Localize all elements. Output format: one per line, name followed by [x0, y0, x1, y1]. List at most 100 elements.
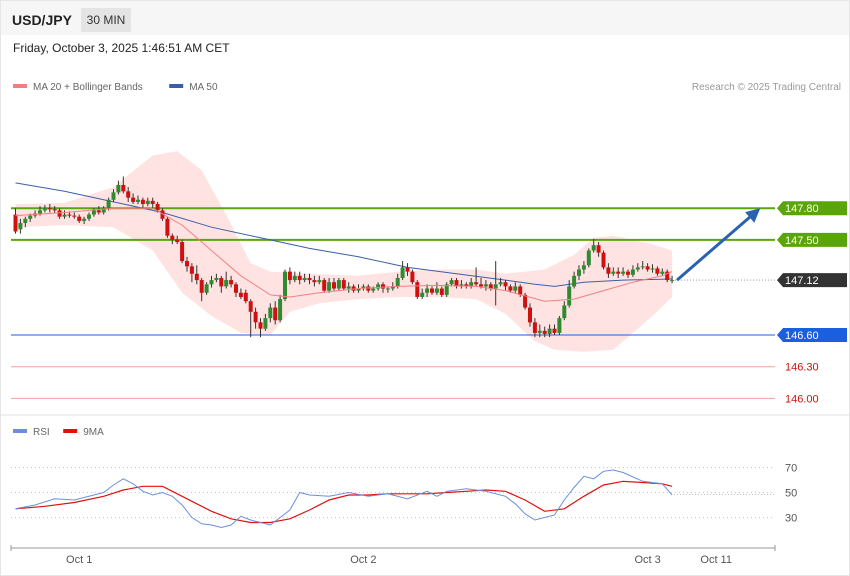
candle-body: [116, 184, 121, 193]
candle-body: [459, 284, 464, 287]
candle: [258, 318, 263, 338]
candle-body: [341, 280, 346, 289]
candle-body: [616, 271, 621, 274]
candle: [513, 282, 518, 293]
candle: [287, 267, 292, 285]
candle-body: [415, 282, 420, 297]
candle-body: [640, 266, 645, 268]
candle-body: [175, 239, 180, 243]
candle-body: [199, 280, 204, 293]
candle-body: [395, 277, 400, 287]
candle: [116, 180, 121, 195]
candle: [434, 282, 439, 295]
candle-body: [434, 288, 439, 293]
candle-body: [243, 292, 248, 302]
candle-body: [13, 214, 18, 232]
candle: [665, 269, 670, 283]
candle: [96, 206, 101, 215]
candle: [542, 326, 547, 338]
candle: [420, 288, 425, 300]
candle-body: [630, 269, 635, 275]
candle-body: [131, 197, 136, 202]
candle: [234, 282, 238, 297]
level-label-0: 147.80: [785, 203, 819, 215]
candle-body: [327, 282, 332, 291]
candle-body: [518, 286, 523, 295]
candle-body: [145, 200, 150, 204]
candle-body: [483, 284, 488, 287]
candle: [650, 264, 655, 273]
rsi-line: [15, 469, 673, 529]
level-tag-1: [777, 232, 847, 247]
candle: [532, 318, 537, 338]
candle: [449, 277, 454, 287]
candle-body: [283, 271, 287, 300]
candle: [131, 193, 136, 204]
candle-body: [165, 218, 170, 236]
candle-body: [356, 288, 361, 291]
candle: [57, 208, 62, 219]
level-tag-2: [777, 273, 847, 288]
candle: [13, 208, 18, 234]
candle-body: [214, 277, 219, 281]
candle: [140, 197, 145, 209]
candle-body: [312, 280, 317, 283]
candle-body: [28, 215, 33, 219]
candle-body: [371, 288, 376, 291]
candle-body: [224, 280, 229, 287]
level-label-2: 147.12: [785, 275, 819, 287]
candle-body: [273, 307, 278, 321]
candle-body: [454, 280, 459, 287]
candle-body: [528, 307, 532, 323]
candle-body: [62, 214, 67, 217]
candle-body: [474, 282, 479, 285]
rsi-tick-label-1: 50: [785, 488, 797, 500]
candle-body: [464, 284, 469, 287]
candle: [670, 275, 675, 284]
candle-body: [180, 242, 185, 262]
candle: [361, 284, 366, 291]
candle-body: [67, 214, 72, 216]
candle-body: [101, 208, 106, 213]
candle: [204, 282, 209, 295]
candle-body: [82, 218, 87, 221]
candle: [621, 267, 626, 276]
candle-body: [23, 218, 28, 224]
candle-body: [410, 271, 415, 283]
candle-body: [420, 292, 425, 297]
legend-label-0: MA 20 + Bollinger Bands: [33, 82, 143, 93]
candle-body: [234, 284, 238, 293]
chart-datetime: Friday, October 3, 2025 1:46:51 AM CET: [13, 41, 230, 55]
rsi-legend-swatch-0: [13, 429, 27, 433]
candle-body: [292, 275, 297, 281]
candle-body: [385, 288, 390, 290]
candle-body: [581, 265, 586, 270]
candle: [322, 277, 327, 293]
candle: [283, 269, 287, 302]
candle-body: [263, 318, 268, 329]
candle-body: [425, 288, 430, 293]
interval-button[interactable]: 30 MIN: [81, 8, 131, 32]
candle-body: [586, 250, 591, 266]
candle: [410, 269, 415, 285]
candle-body: [650, 268, 655, 270]
candle-body: [665, 271, 670, 281]
candle-body: [278, 299, 283, 321]
candle: [238, 288, 243, 300]
projection-arrow-head: [745, 208, 761, 223]
candle-body: [645, 266, 650, 270]
candle-body: [660, 271, 665, 274]
candle: [62, 210, 67, 219]
candle-body: [204, 284, 209, 293]
candle: [312, 275, 317, 287]
candle: [488, 282, 493, 291]
candle-body: [503, 282, 508, 287]
candle: [562, 301, 567, 321]
candle-body: [444, 284, 449, 295]
candle: [630, 265, 635, 277]
candle-body: [523, 294, 528, 308]
candle: [194, 265, 199, 285]
candle-body: [351, 286, 356, 291]
candle: [601, 250, 606, 270]
